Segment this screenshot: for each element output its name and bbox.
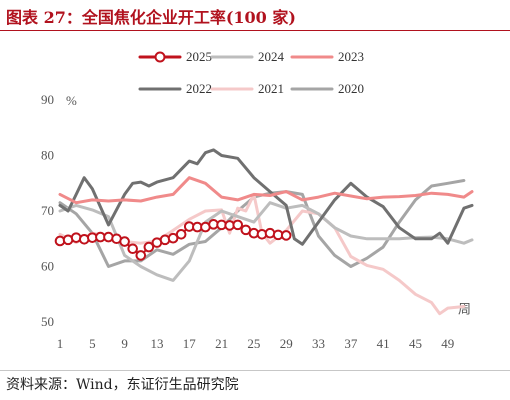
legend-label-2023: 2023 <box>338 49 364 64</box>
title-rule <box>0 30 510 31</box>
y-tick-label: 60 <box>41 259 54 274</box>
series-line-2020 <box>58 179 466 268</box>
x-tick-label: 9 <box>121 336 128 351</box>
series-line-2021 <box>58 192 466 316</box>
x-tick-label: 37 <box>344 336 358 351</box>
legend-label-2020: 2020 <box>338 81 364 96</box>
x-tick-label: 33 <box>312 336 325 351</box>
chart-title: 图表 27：全国焦化企业开工率(100 家) <box>6 8 296 27</box>
x-tick-label: 41 <box>377 336 390 351</box>
plot-area <box>54 148 474 316</box>
source-note: 资料来源：Wind，东证衍生品研究院 <box>6 377 239 393</box>
series-line-2023 <box>58 176 474 205</box>
x-tick-label: 17 <box>183 336 197 351</box>
legend-label-2024: 2024 <box>258 49 285 64</box>
y-tick-label: 70 <box>41 203 54 218</box>
x-tick-label: 21 <box>215 336 228 351</box>
x-tick-label: 49 <box>441 336 454 351</box>
x-tick-label: 5 <box>89 336 96 351</box>
data-point-2025 <box>143 241 155 253</box>
data-point-2025 <box>232 219 244 231</box>
y-unit-label: % <box>66 93 77 108</box>
y-tick-label: 50 <box>41 314 54 329</box>
x-tick-label: 45 <box>409 336 422 351</box>
x-tick-label: 1 <box>57 336 64 351</box>
data-point-2025 <box>127 243 139 255</box>
y-tick-label: 80 <box>41 148 54 163</box>
x-tick-label: 29 <box>280 336 293 351</box>
legend-marker-2025 <box>154 51 166 63</box>
data-point-2025 <box>280 230 292 241</box>
data-point-2025 <box>167 232 179 244</box>
series-line-2022 <box>58 148 474 246</box>
source-rule <box>0 370 510 371</box>
x-tick-label: 25 <box>247 336 260 351</box>
x-unit-label: 周 <box>458 302 471 317</box>
data-point-2025 <box>175 229 187 240</box>
series-line-2024 <box>58 201 474 282</box>
y-tick-label: 90 <box>41 92 54 107</box>
legend: 2025 2024 2023 2022 2021 2020 <box>138 49 364 96</box>
legend-label-2021: 2021 <box>258 81 284 96</box>
axes: 50 60 70 80 90 1 5 9 13 17 21 25 29 33 37 41 45 49% 周 <box>41 92 471 351</box>
legend-label-2025: 2025 <box>186 49 212 64</box>
legend-label-2022: 2022 <box>186 81 212 96</box>
data-point-2025 <box>119 236 130 247</box>
line-chart: 2025 2024 2023 2022 2021 2020 50 60 70 80 90 1 5 9 13… <box>41 49 474 351</box>
x-tick-label: 13 <box>150 336 163 351</box>
data-point-2025 <box>135 250 147 261</box>
